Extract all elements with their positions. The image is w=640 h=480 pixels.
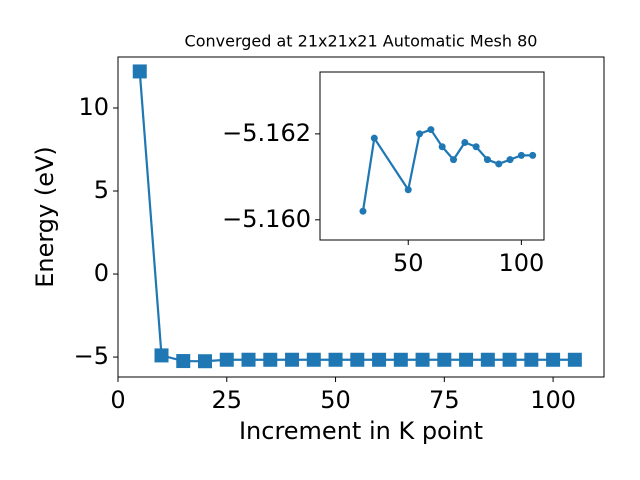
x-tick-label: 75 [429, 386, 460, 414]
series [359, 126, 537, 215]
marker [198, 354, 213, 369]
marker [416, 130, 424, 138]
marker [285, 352, 300, 367]
x-tick-label: 50 [320, 386, 351, 414]
marker [483, 156, 491, 164]
marker [393, 352, 408, 367]
x-tick-label: 25 [212, 386, 243, 414]
marker [438, 143, 446, 151]
marker [359, 207, 367, 215]
x-tick-label: 100 [530, 386, 576, 414]
marker [328, 352, 343, 367]
marker [427, 126, 435, 134]
marker [461, 138, 469, 146]
x-tick-label: 100 [498, 249, 544, 277]
marker [154, 348, 169, 363]
marker [502, 352, 517, 367]
marker [529, 151, 537, 159]
marker [495, 160, 503, 168]
marker [480, 352, 495, 367]
marker [567, 352, 582, 367]
marker [241, 352, 256, 367]
y-tick-label: 10 [78, 93, 109, 121]
x-tick-label: 50 [393, 249, 424, 277]
marker [263, 352, 278, 367]
marker [176, 354, 191, 369]
marker [472, 143, 480, 151]
series [132, 64, 582, 369]
plot-area [319, 71, 545, 241]
marker [132, 64, 147, 79]
marker [370, 134, 378, 142]
y-tick-label: 5 [94, 176, 109, 204]
marker [517, 151, 525, 159]
marker [546, 352, 561, 367]
marker [449, 156, 457, 164]
marker [437, 352, 452, 367]
marker [372, 352, 387, 367]
chart-title: Converged at 21x21x21 Automatic Mesh 80 [185, 32, 538, 51]
marker [459, 352, 474, 367]
marker [306, 352, 321, 367]
y-tick-label: −5.162 [222, 119, 311, 147]
marker [506, 156, 514, 164]
y-tick-label: −5.160 [222, 205, 311, 233]
y-tick-label: 0 [94, 259, 109, 287]
marker [415, 352, 430, 367]
marker [219, 352, 234, 367]
marker [350, 352, 365, 367]
marker [404, 186, 412, 194]
y-tick-label: −5 [74, 342, 109, 370]
y-axis-label: Energy (eV) [31, 146, 59, 288]
marker [524, 352, 539, 367]
x-tick-label: 0 [110, 386, 125, 414]
x-axis-label: Increment in K point [239, 417, 483, 445]
